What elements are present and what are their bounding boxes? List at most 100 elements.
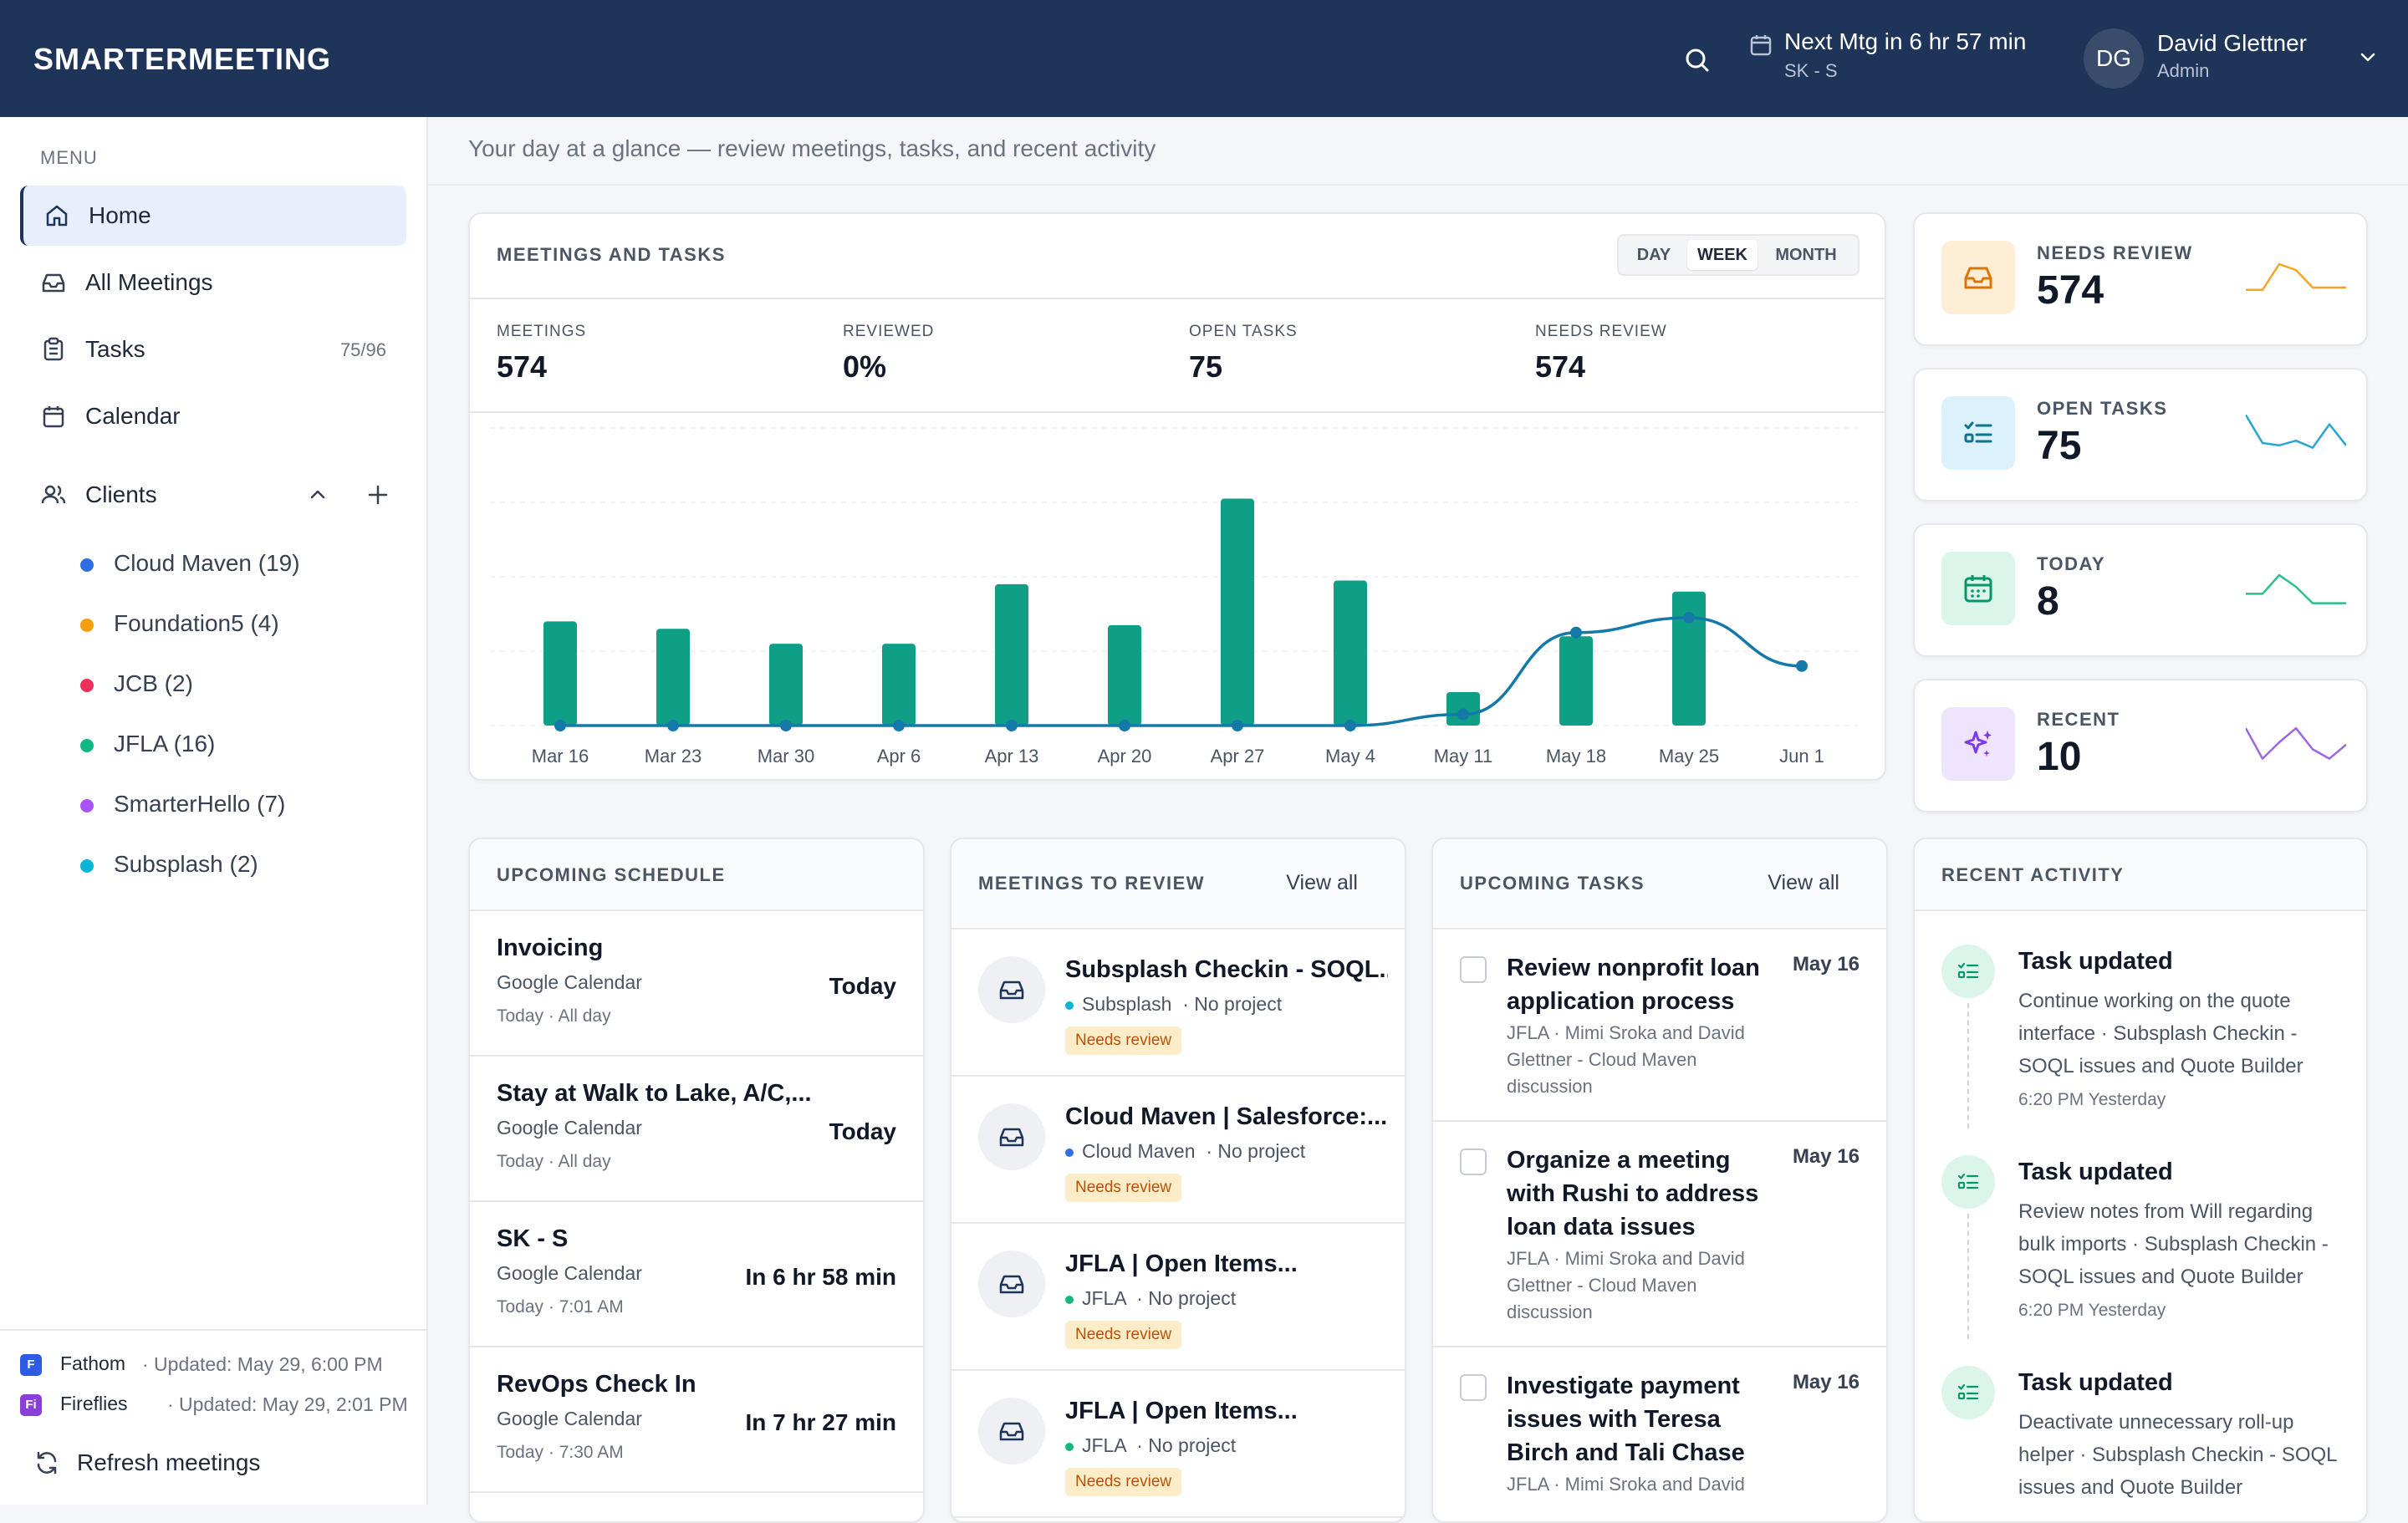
sidebar-item-label: Calendar <box>85 403 181 429</box>
task-date: May 16 <box>1792 953 1860 975</box>
sidebar-item-home[interactable]: Home <box>20 186 406 246</box>
task-checkbox[interactable] <box>1460 1374 1487 1401</box>
chart-point[interactable] <box>667 720 679 731</box>
user-name: David Glettner <box>2157 30 2307 56</box>
activity-title: Task updated <box>2018 948 2173 975</box>
chart-point[interactable] <box>1232 720 1243 731</box>
refresh-meetings-button[interactable]: Refresh meetings <box>33 1441 334 1485</box>
x-tick-label: May 25 <box>1659 746 1719 767</box>
activity-item[interactable]: Task updated Deactivate unnecessary roll… <box>1915 1344 2366 1521</box>
activity-description: Review notes from Will regarding bulk im… <box>2018 1200 2329 1288</box>
inbox-icon <box>42 273 65 293</box>
sidebar-item-tasks[interactable]: Tasks 75/96 <box>20 319 406 379</box>
view-all-link[interactable]: View all <box>1286 871 1358 894</box>
x-tick-label: Jun 1 <box>1779 746 1824 767</box>
sidebar-item-all-meetings[interactable]: All Meetings <box>20 252 406 313</box>
sparkline <box>2246 414 2346 449</box>
sidebar-item-calendar[interactable]: Calendar <box>20 386 406 446</box>
source-name: Fireflies <box>60 1393 128 1414</box>
client-name: Foundation5 (4) <box>114 610 279 636</box>
range-week-button[interactable]: WEEK <box>1687 240 1758 270</box>
review-item[interactable]: JFLA | Open Items... JFLA · No project N… <box>951 1371 1405 1518</box>
task-count-badge: 75/96 <box>339 339 386 360</box>
task-item[interactable]: Review nonprofit loan application proces… <box>1433 930 1886 1122</box>
page-subtitle-bar: Your day at a glance — review meetings, … <box>428 117 2408 186</box>
schedule-item[interactable]: SK - S Google Calendar Today · 7:01 AM I… <box>470 1202 923 1347</box>
chart-point[interactable] <box>1006 720 1018 731</box>
meeting-client: JFLA <box>1082 1434 1126 1456</box>
review-item[interactable]: JFLA | Open Items... JFLA · No project N… <box>951 1224 1405 1371</box>
meeting-meta: Cloud Maven · No project <box>1065 1140 1305 1163</box>
chart-point[interactable] <box>1570 626 1582 639</box>
chart-point[interactable] <box>893 720 905 731</box>
refresh-label: Refresh meetings <box>77 1449 261 1475</box>
meetings-chart: Mar 16 Mar 23 Mar 30 Apr 6 Apr 13 Apr 20 Apr 2… <box>490 427 1858 767</box>
search-icon <box>1686 48 1709 72</box>
chart-point[interactable] <box>780 720 792 731</box>
chart-bar[interactable] <box>769 644 803 726</box>
chart-bar[interactable] <box>543 621 577 726</box>
chart-point[interactable] <box>1119 720 1130 731</box>
task-checkbox[interactable] <box>1460 956 1487 983</box>
kpi-recent[interactable]: RECENT 10 <box>1913 679 2368 812</box>
card-title: UPCOMING TASKS <box>1460 873 1645 894</box>
clients-label: Clients <box>85 481 157 507</box>
chart-point[interactable] <box>1796 660 1808 672</box>
range-day-button[interactable]: DAY <box>1636 246 1671 264</box>
kpi-needs-review[interactable]: NEEDS REVIEW 574 <box>1913 212 2368 346</box>
needs-review-badge: Needs review <box>1065 1174 1182 1202</box>
chevron-up-icon[interactable] <box>308 485 328 505</box>
list-check-icon <box>1957 962 1979 979</box>
chart-bar[interactable] <box>1672 591 1706 726</box>
chart-point[interactable] <box>1457 708 1469 721</box>
event-when: Today <box>829 973 896 999</box>
card-title: RECENT ACTIVITY <box>1941 864 2125 885</box>
sparkline <box>2246 262 2346 292</box>
clients-section-header[interactable]: Clients <box>20 465 406 525</box>
next-meeting-name: SK - S <box>1784 60 1838 81</box>
view-all-link[interactable]: View all <box>1768 871 1839 894</box>
event-time: Today · All day <box>497 1152 611 1171</box>
range-month-button[interactable]: MONTH <box>1775 246 1837 264</box>
card-header: UPCOMING SCHEDULE <box>470 839 923 911</box>
task-item[interactable]: Organize a meeting with Rushi to address… <box>1433 1122 1886 1347</box>
recent-activity-card: RECENT ACTIVITY Task updated Continue wo… <box>1913 838 2368 1523</box>
user-menu[interactable]: DG David Glettner Admin <box>2084 28 2385 89</box>
chart-bar[interactable] <box>882 644 916 726</box>
event-time: Today · 7:01 AM <box>497 1297 624 1317</box>
schedule-item[interactable]: RevOps Check In Google Calendar Today · … <box>470 1347 923 1493</box>
add-client-icon[interactable] <box>366 483 390 507</box>
search-button[interactable] <box>1679 42 1716 79</box>
client-color-dot <box>1065 1442 1074 1451</box>
chart-bar[interactable] <box>1559 636 1593 726</box>
sync-sources: F Fathom · Updated: May 29, 6:00 PM Fi F… <box>0 1329 426 1505</box>
chart-point[interactable] <box>1344 720 1356 731</box>
schedule-item[interactable]: Invoicing Google Calendar Today · All da… <box>470 911 923 1057</box>
chart-point[interactable] <box>554 720 566 731</box>
schedule-item[interactable]: Stay at Walk to Lake, A/C,... Google Cal… <box>470 1057 923 1202</box>
client-color-dot <box>80 799 94 812</box>
activity-item[interactable]: Task updated Continue working on the quo… <box>1915 923 2366 1133</box>
kpi-value: 8 <box>2037 579 2059 624</box>
task-item[interactable]: Investigate payment issues with Teresa B… <box>1433 1347 1886 1521</box>
chart-bar[interactable] <box>995 583 1028 726</box>
chart-point[interactable] <box>1683 611 1695 624</box>
kpi-open-tasks[interactable]: OPEN TASKS 75 <box>1913 368 2368 502</box>
fathom-logo: F <box>20 1354 42 1376</box>
chart-bar[interactable] <box>1334 580 1367 726</box>
client-color-dot <box>80 558 94 572</box>
needs-review-badge: Needs review <box>1065 1026 1182 1055</box>
review-item[interactable]: Cloud Maven | Salesforce:... Cloud Maven… <box>951 1077 1405 1224</box>
task-checkbox[interactable] <box>1460 1149 1487 1175</box>
chart-bar[interactable] <box>1221 498 1254 726</box>
refresh-icon <box>37 1451 57 1475</box>
activity-item[interactable]: Task updated Review notes from Will rega… <box>1915 1133 2366 1344</box>
kpi-today[interactable]: TODAY 8 <box>1913 523 2368 657</box>
chart-bar[interactable] <box>656 629 690 726</box>
app-logo[interactable]: SMARTERMEETING <box>33 42 331 76</box>
chart-bar[interactable] <box>1108 624 1141 726</box>
needs-review-badge: Needs review <box>1065 1321 1182 1349</box>
review-item[interactable]: Subsplash Checkin - SOQL... Subsplash · … <box>951 930 1405 1077</box>
source-name: Fathom <box>60 1352 125 1374</box>
kpi-label: TODAY <box>2037 553 2106 574</box>
